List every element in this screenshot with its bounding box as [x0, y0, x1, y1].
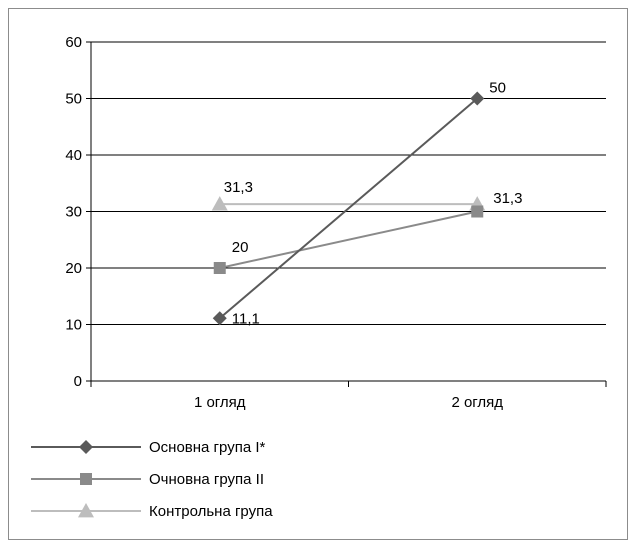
x-tick-label: 2 огляд [451, 394, 503, 411]
y-tick-label: 30 [65, 204, 82, 221]
legend: Основна група І* Очновна група ІІ Контроль… [31, 439, 273, 520]
data-point-triangle [211, 196, 228, 211]
series-lines [211, 91, 486, 326]
gridlines [91, 41, 606, 325]
data-point-diamond [212, 311, 227, 326]
chart-frame: 0 10 20 30 40 50 60 1 огляд 2 огляд 11,1 50 20 31,3… [8, 8, 628, 540]
legend-label: Контрольна група [149, 503, 273, 520]
data-label: 20 [232, 239, 249, 256]
series-line [219, 210, 478, 269]
data-label: 11,1 [232, 310, 260, 327]
data-point-square [471, 205, 484, 218]
legend-label: Очновна група ІІ [149, 471, 264, 488]
data-label: 31,3 [224, 179, 253, 196]
data-point-diamond [470, 91, 485, 106]
legend-label: Основна група І* [149, 439, 266, 456]
y-tick-label: 50 [65, 91, 82, 108]
y-tick-label: 60 [65, 34, 82, 51]
data-point-square [213, 262, 226, 274]
y-tick-label: 0 [74, 373, 82, 390]
legend-marker-triangle [78, 503, 94, 518]
data-labels: 11,1 50 20 31,3 31,3 [224, 80, 523, 328]
line-chart: 0 10 20 30 40 50 60 1 огляд 2 огляд 11,1 50 20 31,3… [31, 34, 607, 520]
x-tick-label: 1 огляд [194, 394, 246, 411]
data-label: 31,3 [493, 190, 522, 207]
data-label: 50 [489, 80, 506, 97]
y-tick-label: 20 [65, 260, 82, 277]
y-tick-label: 10 [65, 317, 82, 334]
legend-marker-diamond [79, 440, 93, 454]
legend-marker-square [80, 473, 92, 485]
axes: 0 10 20 30 40 50 60 1 огляд 2 огляд [65, 34, 607, 411]
series-line [219, 97, 478, 320]
y-tick-label: 40 [65, 147, 82, 164]
